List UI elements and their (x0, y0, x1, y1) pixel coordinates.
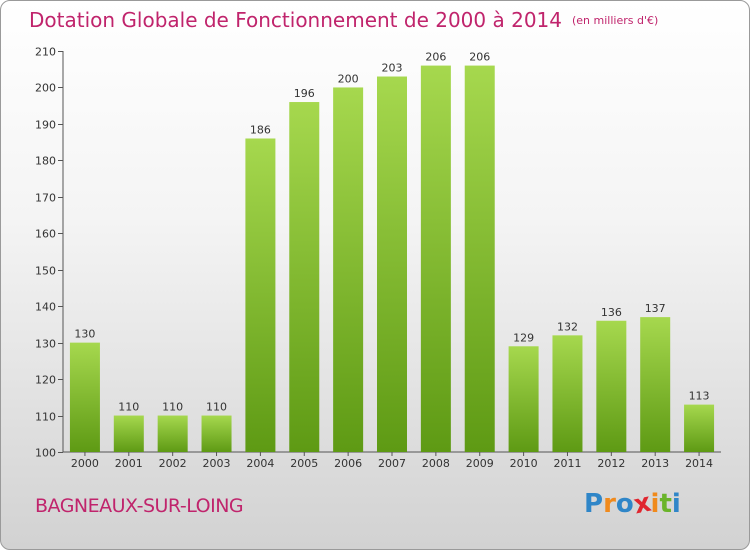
y-tick-label: 210 (35, 46, 56, 59)
data-label: 206 (425, 51, 446, 64)
chart-title-text: Dotation Globale de Fonctionnement de 20… (29, 8, 562, 32)
data-label: 206 (469, 51, 490, 64)
x-tick-label: 2010 (510, 457, 538, 470)
x-tick-label: 2003 (203, 457, 231, 470)
data-label: 132 (557, 320, 578, 333)
data-label: 196 (294, 87, 315, 100)
data-label: 203 (382, 62, 403, 75)
y-tick-label: 100 (35, 447, 56, 460)
y-tick-label: 170 (35, 192, 56, 205)
x-tick-label: 2006 (334, 457, 362, 470)
data-label: 137 (645, 302, 666, 315)
y-tick-label: 180 (35, 155, 56, 168)
bar (157, 415, 188, 452)
bar (464, 65, 495, 452)
x-tick-label: 2013 (641, 457, 669, 470)
bar (596, 320, 627, 452)
data-label: 110 (162, 401, 183, 414)
y-axis: 100 110 120 130 140 150 160 170 180 190 200 210 (35, 46, 64, 460)
x-tick-label: 2014 (685, 457, 713, 470)
x-tick-label: 2011 (553, 457, 581, 470)
data-label: 186 (250, 123, 271, 136)
chart-title: Dotation Globale de Fonctionnement de 20… (29, 8, 658, 32)
x-tick-label: 2005 (290, 457, 318, 470)
bar (552, 335, 583, 452)
data-label: 200 (338, 72, 359, 85)
data-label: 136 (601, 306, 622, 319)
bar (113, 415, 144, 452)
x-tick-label: 2007 (378, 457, 406, 470)
logo-letter: i (671, 489, 681, 519)
y-tick-label: 160 (35, 228, 56, 241)
bars (69, 65, 715, 453)
data-label: 129 (513, 331, 534, 344)
x-tick-label: 2002 (159, 457, 187, 470)
logo-letter: t (659, 489, 672, 519)
logo-letter: P (584, 489, 604, 519)
x-tick-label: 2000 (71, 457, 99, 470)
x-tick-label: 2009 (466, 457, 494, 470)
logo-letter: r (603, 489, 616, 519)
data-label: 110 (118, 401, 139, 414)
bar (377, 76, 407, 452)
bar (684, 404, 715, 452)
x-tick-label: 2001 (115, 457, 143, 470)
bar (289, 102, 320, 452)
unit-note: (en milliers d'€) (572, 14, 659, 27)
bar (420, 65, 451, 452)
bar (201, 415, 232, 452)
data-label: 110 (206, 401, 227, 414)
data-label: 130 (74, 328, 95, 341)
bar (508, 346, 539, 452)
x-tick-label: 2012 (597, 457, 625, 470)
logo-letter: o (615, 489, 634, 519)
bar (333, 87, 364, 453)
y-tick-label: 110 (35, 411, 56, 424)
town-name: BAGNEAUX-SUR-LOING (35, 495, 244, 517)
bar (245, 138, 276, 452)
x-tick-label: 2008 (422, 457, 450, 470)
bar (640, 317, 671, 452)
bar (69, 342, 100, 452)
x-tick-label: 2004 (246, 457, 274, 470)
logo-letter: i (650, 489, 660, 519)
y-tick-label: 190 (35, 119, 56, 132)
y-tick-label: 120 (35, 374, 56, 387)
y-tick-label: 140 (35, 301, 56, 314)
proxiti-logo: Proxiti (584, 488, 681, 521)
y-tick-label: 150 (35, 265, 56, 278)
data-label: 113 (689, 390, 710, 403)
x-axis: 2000 2001 2002 2003 2004 2005 2006 2007 2008 2009… (63, 451, 721, 470)
y-tick-label: 130 (35, 338, 56, 351)
y-tick-label: 200 (35, 82, 56, 95)
data-labels: 130 110 110 110 186 196 200 203 206 206 129 132 136 1… (74, 51, 709, 414)
